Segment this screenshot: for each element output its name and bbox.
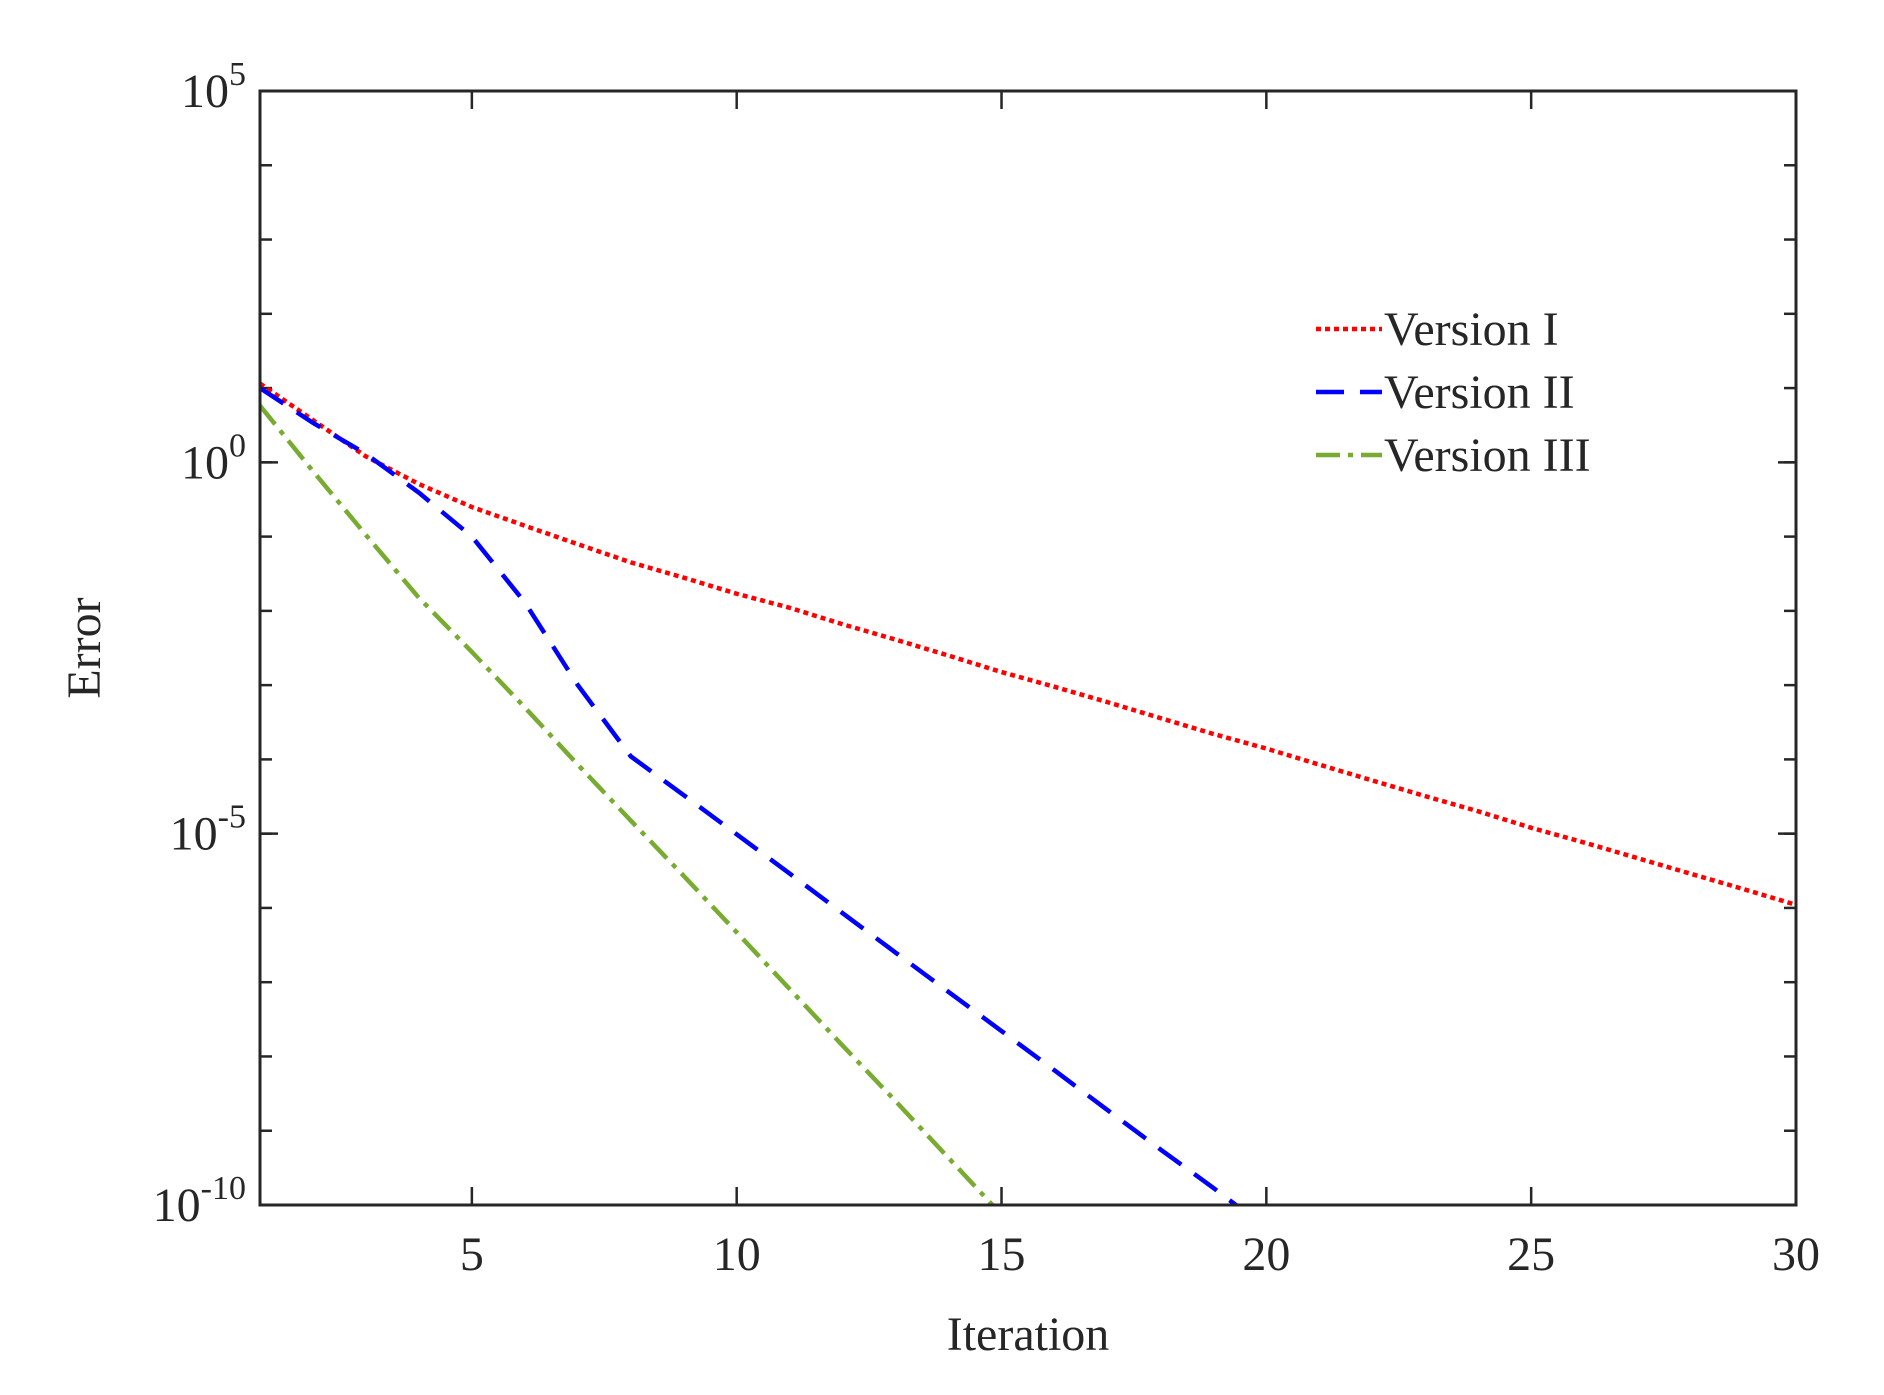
y-tick-label: 10-10 bbox=[153, 1170, 246, 1232]
x-tick-label: 5 bbox=[460, 1228, 484, 1281]
y-tick-exponent: -5 bbox=[218, 799, 246, 836]
x-tick-label: 30 bbox=[1772, 1228, 1820, 1281]
legend-label: Version II bbox=[1384, 366, 1575, 419]
x-tick-label: 20 bbox=[1242, 1228, 1290, 1281]
plot-frame bbox=[258, 89, 1798, 1207]
y-tick-base: 10 bbox=[153, 1179, 201, 1232]
x-tick-label: 25 bbox=[1507, 1228, 1555, 1281]
y-tick-exponent: 5 bbox=[229, 56, 246, 93]
y-axis-label: Error bbox=[58, 597, 111, 698]
x-tick-label: 15 bbox=[978, 1228, 1026, 1281]
y-tick-base: 10 bbox=[181, 436, 229, 489]
y-tick-base: 10 bbox=[181, 65, 229, 118]
series-line bbox=[260, 386, 1240, 1205]
y-tick-label: 100 bbox=[181, 427, 246, 489]
y-tick-label: 10-5 bbox=[170, 799, 246, 861]
y-tick-base: 10 bbox=[170, 808, 218, 861]
y-tick-exponent: -10 bbox=[201, 1170, 246, 1207]
legend-label: Version III bbox=[1384, 429, 1591, 482]
x-axis-label: Iteration bbox=[947, 1308, 1110, 1361]
series-line bbox=[260, 404, 996, 1205]
legend-label: Version I bbox=[1384, 303, 1559, 356]
series-line bbox=[260, 381, 1796, 908]
y-tick-exponent: 0 bbox=[229, 427, 246, 464]
y-tick-label: 105 bbox=[181, 56, 246, 118]
x-tick-label: 10 bbox=[713, 1228, 761, 1281]
